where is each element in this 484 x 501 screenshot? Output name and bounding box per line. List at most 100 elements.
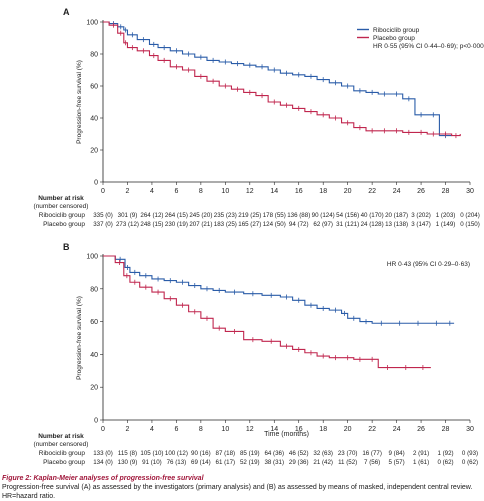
x-tick-label: 4 bbox=[150, 426, 154, 433]
ribociclib-curve bbox=[103, 21, 452, 137]
x-tick-label: 12 bbox=[246, 188, 254, 195]
risk-cell: 76 (13) bbox=[167, 459, 187, 466]
risk-cell: 16 (77) bbox=[362, 450, 382, 457]
risk-cell: 61 (17) bbox=[216, 459, 236, 466]
hazard-ratio-annotation: HR 0·43 (95% CI 0·29–0·63) bbox=[387, 261, 470, 268]
x-tick-label: 8 bbox=[199, 426, 203, 433]
y-tick-label: 100 bbox=[86, 20, 98, 27]
x-tick-label: 24 bbox=[393, 188, 401, 195]
figure-caption: Figure 2: Kaplan-Meier analyses of progr… bbox=[2, 474, 482, 501]
risk-cell: 91 (10) bbox=[142, 459, 162, 466]
hazard-ratio-annotation: HR 0·55 (95% CI 0·44–0·69); p<0·0001 bbox=[373, 43, 484, 50]
risk-row-label: Ribociclib group bbox=[39, 450, 86, 457]
risk-cell: 5 (57) bbox=[389, 459, 405, 466]
y-tick-label: 0 bbox=[94, 418, 98, 425]
risk-cell: 335 (0) bbox=[93, 212, 113, 219]
risk-cell: 3 (147) bbox=[411, 221, 431, 228]
risk-cell: 0 (150) bbox=[460, 221, 480, 228]
risk-cell: 29 (36) bbox=[289, 459, 309, 466]
risk-cell: 24 (128) bbox=[361, 221, 384, 228]
legend-label: Ribociclib group bbox=[373, 27, 420, 34]
x-tick-label: 14 bbox=[270, 188, 278, 195]
x-tick-label: 10 bbox=[221, 426, 229, 433]
risk-cell: 0 (62) bbox=[437, 459, 453, 466]
risk-cell: 235 (23) bbox=[214, 212, 237, 219]
y-tick-label: 80 bbox=[90, 52, 98, 59]
risk-cell: 7 (56) bbox=[364, 459, 380, 466]
x-tick-label: 28 bbox=[442, 426, 450, 433]
y-tick-label: 0 bbox=[94, 180, 98, 187]
placebo-curve bbox=[103, 255, 431, 369]
x-tick-label: 20 bbox=[344, 426, 352, 433]
risk-cell: 23 (70) bbox=[338, 450, 358, 457]
risk-cell: 62 (97) bbox=[313, 221, 333, 228]
x-tick-label: 24 bbox=[393, 426, 401, 433]
risk-table-heading: Number at risk bbox=[38, 433, 84, 440]
x-tick-label: 2 bbox=[126, 426, 130, 433]
x-tick-label: 6 bbox=[174, 426, 178, 433]
risk-cell: 52 (19) bbox=[240, 459, 260, 466]
risk-cell: 1 (203) bbox=[436, 212, 456, 219]
risk-cell: 69 (14) bbox=[191, 459, 211, 466]
risk-table-subheading: (number censored) bbox=[34, 203, 89, 210]
y-tick-label: 80 bbox=[90, 286, 98, 293]
risk-cell: 13 (138) bbox=[385, 221, 408, 228]
panel-label-b: B bbox=[63, 242, 70, 252]
risk-cell: 46 (52) bbox=[289, 450, 309, 457]
x-tick-label: 22 bbox=[368, 188, 376, 195]
risk-cell: 134 (0) bbox=[93, 459, 113, 466]
y-tick-label: 60 bbox=[90, 84, 98, 91]
risk-row-label: Placebo group bbox=[43, 221, 85, 228]
risk-cell: 130 (9) bbox=[118, 459, 138, 466]
risk-cell: 178 (55) bbox=[263, 212, 286, 219]
y-axis-label: Progression-free survival (%) bbox=[76, 296, 83, 380]
x-tick-label: 16 bbox=[295, 188, 303, 195]
risk-cell: 230 (19) bbox=[165, 221, 188, 228]
risk-cell: 301 (9) bbox=[118, 212, 138, 219]
risk-row-label: Ribociclib group bbox=[39, 212, 86, 219]
risk-cell: 136 (88) bbox=[287, 212, 310, 219]
risk-cell: 264 (15) bbox=[165, 212, 188, 219]
x-tick-label: 10 bbox=[221, 188, 229, 195]
risk-cell: 64 (36) bbox=[264, 450, 284, 457]
risk-cell: 115 (8) bbox=[118, 450, 137, 457]
x-tick-label: 26 bbox=[417, 188, 425, 195]
x-axis-label: Time (months) bbox=[264, 431, 309, 438]
risk-cell: 207 (21) bbox=[189, 221, 212, 228]
caption-text: Progression-free survival (A) as assesse… bbox=[2, 484, 473, 500]
risk-cell: 40 (170) bbox=[361, 212, 384, 219]
risk-cell: 54 (156) bbox=[336, 212, 359, 219]
x-tick-label: 12 bbox=[246, 426, 254, 433]
x-tick-label: 18 bbox=[319, 188, 327, 195]
risk-cell: 245 (20) bbox=[189, 212, 212, 219]
y-tick-label: 20 bbox=[90, 385, 98, 392]
y-tick-label: 40 bbox=[90, 116, 98, 123]
y-tick-label: 60 bbox=[90, 319, 98, 326]
risk-cell: 20 (187) bbox=[385, 212, 408, 219]
x-tick-label: 20 bbox=[344, 188, 352, 195]
risk-cell: 219 (25) bbox=[238, 212, 261, 219]
risk-cell: 1 (92) bbox=[437, 450, 453, 457]
risk-cell: 90 (124) bbox=[312, 212, 335, 219]
x-tick-label: 30 bbox=[466, 426, 474, 433]
x-tick-label: 28 bbox=[442, 188, 450, 195]
risk-cell: 100 (12) bbox=[165, 450, 188, 457]
x-tick-label: 0 bbox=[101, 188, 105, 195]
y-axis-label: Progression-free survival (%) bbox=[76, 60, 83, 144]
x-tick-label: 6 bbox=[174, 188, 178, 195]
risk-cell: 0 (62) bbox=[462, 459, 478, 466]
risk-cell: 1 (61) bbox=[413, 459, 429, 466]
risk-cell: 11 (52) bbox=[338, 459, 357, 466]
y-tick-label: 20 bbox=[90, 148, 98, 155]
placebo-curve bbox=[103, 21, 461, 137]
risk-table-subheading: (number censored) bbox=[34, 441, 89, 448]
y-tick-label: 100 bbox=[86, 254, 98, 261]
risk-cell: 124 (50) bbox=[263, 221, 286, 228]
caption-title: Figure 2: Kaplan-Meier analyses of progr… bbox=[2, 475, 204, 482]
risk-cell: 94 (72) bbox=[289, 221, 309, 228]
risk-cell: 32 (63) bbox=[313, 450, 333, 457]
risk-cell: 183 (25) bbox=[214, 221, 237, 228]
risk-cell: 31 (121) bbox=[336, 221, 359, 228]
